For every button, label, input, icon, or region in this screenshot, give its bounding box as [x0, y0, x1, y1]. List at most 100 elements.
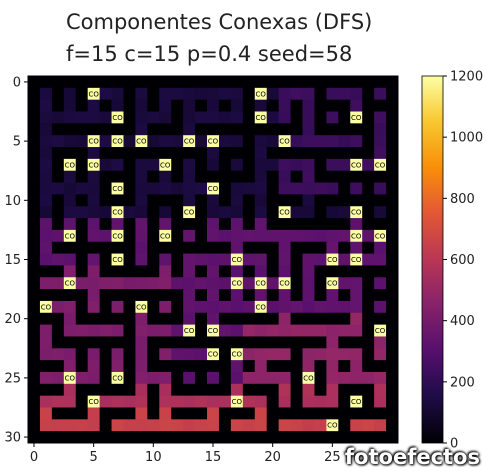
heatmap-cell — [326, 135, 339, 148]
heatmap-cell — [75, 218, 89, 231]
heatmap-cell — [302, 395, 315, 408]
heatmap-cell — [183, 76, 196, 89]
heatmap-cell — [362, 182, 375, 195]
heatmap-cell — [314, 348, 327, 361]
colorbar-tick-label: 600 — [450, 253, 475, 268]
heatmap-cell — [302, 407, 315, 420]
heatmap-cell — [135, 111, 148, 124]
heatmap-cell — [75, 336, 89, 349]
heatmap-cell — [135, 336, 148, 349]
heatmap-cell — [51, 336, 65, 349]
cell-label: CO — [184, 209, 195, 217]
heatmap-cell — [350, 383, 363, 397]
heatmap-cell — [63, 419, 77, 432]
heatmap-cell — [159, 431, 172, 444]
heatmap-cell — [254, 277, 268, 290]
heatmap-cell — [350, 277, 363, 290]
heatmap-cell — [87, 76, 101, 89]
heatmap-cell — [254, 348, 268, 361]
heatmap-cell — [242, 265, 256, 278]
heatmap-cell — [171, 182, 184, 195]
heatmap-cell — [290, 289, 303, 302]
heatmap-cell — [63, 277, 77, 290]
heatmap-cell — [326, 158, 339, 172]
cell-label: CO — [232, 256, 243, 264]
colorbar-tick-label: 1000 — [450, 131, 483, 146]
heatmap-cell — [51, 265, 65, 278]
heatmap-cell — [51, 431, 65, 444]
heatmap-cell — [362, 336, 375, 349]
heatmap-cell — [135, 218, 148, 231]
heatmap-cell — [39, 194, 53, 207]
heatmap-cell — [147, 241, 160, 254]
heatmap-cell — [266, 147, 280, 160]
heatmap-cell — [51, 324, 65, 337]
heatmap-cell — [278, 277, 291, 290]
heatmap-cell — [230, 87, 244, 101]
cell-label: CO — [41, 303, 52, 311]
heatmap-cell — [171, 407, 184, 420]
heatmap-cell — [278, 111, 291, 124]
heatmap-cell — [171, 111, 184, 124]
cell-label: CO — [375, 327, 386, 335]
heatmap-cell — [39, 135, 53, 148]
heatmap-cell — [123, 265, 136, 278]
heatmap-cell — [338, 300, 351, 314]
heatmap-cell — [99, 241, 112, 254]
cell-label: CO — [279, 280, 290, 288]
heatmap-cell — [230, 265, 244, 278]
heatmap-cell — [171, 265, 184, 278]
heatmap-cell — [302, 336, 315, 349]
heatmap-cell — [195, 206, 208, 219]
heatmap-cell — [362, 253, 375, 266]
heatmap-cell — [123, 229, 136, 243]
heatmap-cell — [218, 111, 232, 124]
heatmap-cell — [87, 348, 101, 361]
heatmap-cell — [171, 312, 184, 326]
heatmap-cell — [171, 431, 184, 444]
heatmap-cell — [386, 277, 399, 290]
heatmap-cell — [28, 324, 41, 337]
heatmap-cell — [386, 123, 399, 136]
heatmap-cell — [362, 158, 375, 172]
heatmap-cell — [111, 87, 124, 101]
cell-label: CO — [351, 256, 362, 264]
heatmap-cell — [218, 348, 232, 361]
heatmap-cell — [218, 241, 232, 254]
heatmap-cell — [218, 277, 232, 290]
heatmap-cell — [99, 111, 112, 124]
heatmap-cell — [183, 253, 196, 266]
heatmap-cell — [147, 99, 160, 112]
heatmap-cell — [302, 277, 315, 290]
heatmap-cell — [207, 336, 220, 349]
heatmap-cell — [374, 383, 387, 397]
heatmap-cell — [302, 371, 315, 385]
heatmap-cell — [326, 123, 339, 136]
heatmap-cell — [135, 419, 148, 432]
heatmap-cell — [195, 371, 208, 385]
heatmap-cell — [28, 111, 41, 124]
heatmap-cell — [99, 419, 112, 432]
heatmap-cell — [350, 431, 363, 444]
heatmap-cell — [171, 147, 184, 160]
heatmap-cell — [302, 194, 315, 207]
heatmap-cell — [99, 99, 112, 112]
heatmap-cell — [242, 99, 256, 112]
heatmap-cell — [362, 348, 375, 361]
heatmap-cell — [242, 218, 256, 231]
heatmap-cell — [87, 277, 101, 290]
heatmap-cell — [63, 194, 77, 207]
heatmap-cell — [123, 206, 136, 219]
heatmap-cell — [195, 277, 208, 290]
heatmap-cell — [87, 383, 101, 397]
heatmap-cell — [63, 87, 77, 101]
heatmap-cell — [254, 253, 268, 266]
heatmap-cell — [290, 431, 303, 444]
cell-label: CO — [327, 280, 338, 288]
heatmap-cell — [171, 336, 184, 349]
heatmap-cell — [218, 147, 232, 160]
heatmap-cell — [242, 407, 256, 420]
heatmap-cell — [386, 253, 399, 266]
heatmap-cell — [254, 87, 268, 101]
heatmap-cell — [254, 218, 268, 231]
